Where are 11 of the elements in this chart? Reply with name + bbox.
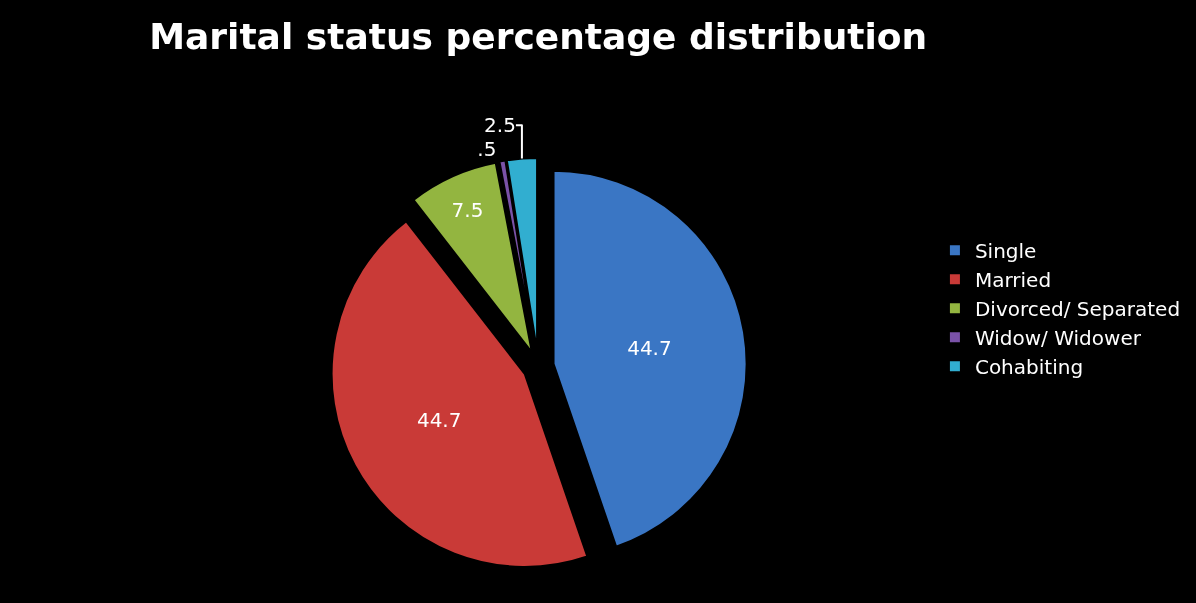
legend-label: Married [974, 268, 1052, 293]
legend-label: Widow/ Widower [974, 326, 1142, 351]
chart-title: Marital status percentage distribution [149, 16, 928, 58]
legend-label: Cohabiting [974, 355, 1084, 380]
legend-label: Single [974, 239, 1037, 264]
data-label: 44.7 [627, 335, 672, 360]
legend-label: Divorced/ Separated [974, 297, 1181, 322]
data-label: 7.5 [451, 197, 484, 222]
data-label: 44.7 [416, 408, 462, 432]
data-label: .5 [477, 137, 497, 162]
data-label: 2.5 [484, 113, 516, 138]
